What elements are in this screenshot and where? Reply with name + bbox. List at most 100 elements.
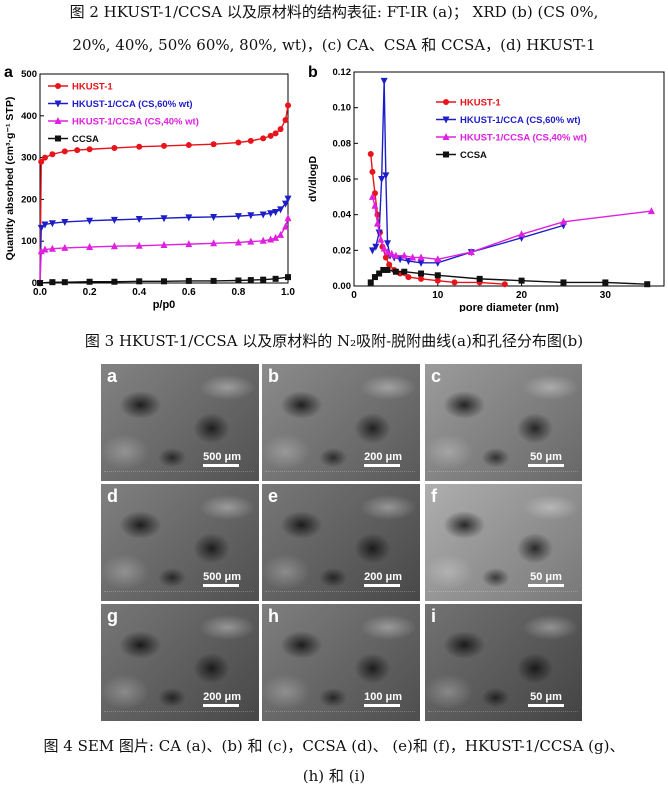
scale-bar-line <box>364 584 401 587</box>
y-tick-label: 300 <box>21 153 37 164</box>
sem-metadata-strip <box>104 711 254 719</box>
data-point <box>86 243 94 251</box>
data-point <box>110 242 118 250</box>
sem-image-b: b 200 μm <box>262 364 420 481</box>
legend-entry: HKUST-1/CCA (CS,60% wt) <box>48 99 193 110</box>
series-2 <box>36 214 292 286</box>
data-point <box>371 201 379 209</box>
x-tick-label: 0.4 <box>132 287 146 298</box>
legend-marker <box>443 99 449 105</box>
data-point <box>285 102 291 109</box>
data-point <box>185 277 192 284</box>
data-point <box>418 270 425 277</box>
data-point <box>285 274 291 281</box>
chart-a-n2-isotherm: a 0.0 0.2 0.4 0.6 0.8 1.0 0 100 200 300 400 500 p/p0 Q… <box>4 64 295 311</box>
x-tick-label: 10 <box>432 290 444 301</box>
sem-image-d: d 500 μm <box>101 484 259 601</box>
data-point <box>417 259 425 267</box>
series-1 <box>36 195 292 287</box>
data-point <box>61 148 68 155</box>
chart-b-pore-distribution: b 0 10 20 30 0.00 0.02 0.04 0.06 0.08 0.10 0.12 pore… <box>307 64 665 312</box>
data-point <box>161 142 167 149</box>
sem-image-f: f 50 μm <box>425 484 582 601</box>
x-tick-label: 0.2 <box>83 287 97 298</box>
series-2 <box>368 192 655 263</box>
legend-label: HKUST-1/CCSA (CS,40% wt) <box>72 117 199 128</box>
scale-bar-label: 200 μm <box>364 451 402 463</box>
data-point <box>518 277 525 284</box>
data-point <box>367 279 374 286</box>
data-point <box>368 192 376 200</box>
data-point <box>559 217 567 225</box>
data-point <box>259 236 267 244</box>
scale-bar-line <box>528 464 564 467</box>
legend-marker <box>55 83 61 89</box>
data-point <box>247 137 254 144</box>
fig2-caption-line2: 20%, 40%, 50% 60%, 80%, wt)，(c) CA、CSA 和… <box>72 36 596 54</box>
data-point <box>380 266 387 273</box>
fig4-caption-line1: 图 4 SEM 图片: CA (a)、(b) 和 (c)，CCSA (d)、 (… <box>43 737 625 755</box>
data-point <box>86 217 94 225</box>
x-tick-label: 20 <box>516 290 528 301</box>
legend-label: HKUST-1 <box>460 98 501 109</box>
legend-label: CCSA <box>460 150 487 161</box>
sem-image-a: a 500 μm <box>101 364 259 481</box>
panel-letter-b: b <box>308 64 318 81</box>
scale-bar: 50 μm <box>528 691 564 707</box>
data-point <box>61 218 69 226</box>
data-point <box>388 249 396 257</box>
x-tick-label: 0 <box>351 290 357 301</box>
scale-bar: 50 μm <box>528 571 564 587</box>
y-tick-label: 0.06 <box>333 174 352 185</box>
sem-metadata-strip <box>265 471 415 479</box>
legend-entry: HKUST-1/CCSA (CS,40% wt) <box>48 117 199 128</box>
data-point <box>418 275 425 282</box>
data-point <box>161 278 167 285</box>
legend-label: HKUST-1/CCSA (CS,40% wt) <box>460 133 587 144</box>
data-point <box>476 275 483 282</box>
data-point <box>41 221 49 229</box>
legend-marker <box>55 135 61 142</box>
y-axis-label: Quantity absorbed (cm³·g⁻¹ STP) <box>4 97 16 261</box>
sem-metadata-strip <box>104 471 254 479</box>
data-point <box>247 277 254 284</box>
data-point <box>185 142 192 149</box>
sem-panel-letter: a <box>107 366 118 386</box>
data-point <box>277 230 285 238</box>
data-point <box>235 277 242 284</box>
data-point <box>378 176 386 183</box>
scale-bar: 500 μm <box>203 451 241 467</box>
x-tick-label: 1.0 <box>281 287 295 298</box>
scale-bar-label: 500 μm <box>203 571 241 583</box>
data-point <box>247 212 255 220</box>
data-point <box>401 268 408 275</box>
data-point <box>74 147 81 154</box>
x-axis-label: pore diameter (nm) <box>459 302 559 312</box>
data-point <box>86 146 93 153</box>
data-point <box>384 248 392 256</box>
series-line <box>370 153 505 285</box>
data-point <box>272 208 280 216</box>
scale-bar: 200 μm <box>203 691 241 707</box>
scale-bar-label: 200 μm <box>203 691 241 703</box>
y-tick-label: 400 <box>21 111 37 122</box>
data-point <box>277 206 285 214</box>
data-point <box>259 211 267 219</box>
legend-marker <box>442 133 450 140</box>
scale-bar: 200 μm <box>364 451 402 467</box>
data-point <box>647 207 655 215</box>
fig4-caption-line2: (h) 和 (i) <box>302 767 366 785</box>
data-point <box>602 279 609 286</box>
sem-panel-letter: c <box>431 366 442 386</box>
sem-panel-letter: g <box>107 606 118 626</box>
sem-panel-letter: f <box>431 486 437 506</box>
y-tick-label: 0.04 <box>333 210 352 221</box>
data-point <box>111 144 118 151</box>
data-point <box>38 158 45 165</box>
data-point <box>234 213 242 221</box>
data-point <box>369 168 376 175</box>
x-tick-label: 0.0 <box>33 287 47 298</box>
data-point <box>135 216 143 224</box>
data-point <box>372 243 380 251</box>
sem-panel-letter: e <box>268 486 279 506</box>
